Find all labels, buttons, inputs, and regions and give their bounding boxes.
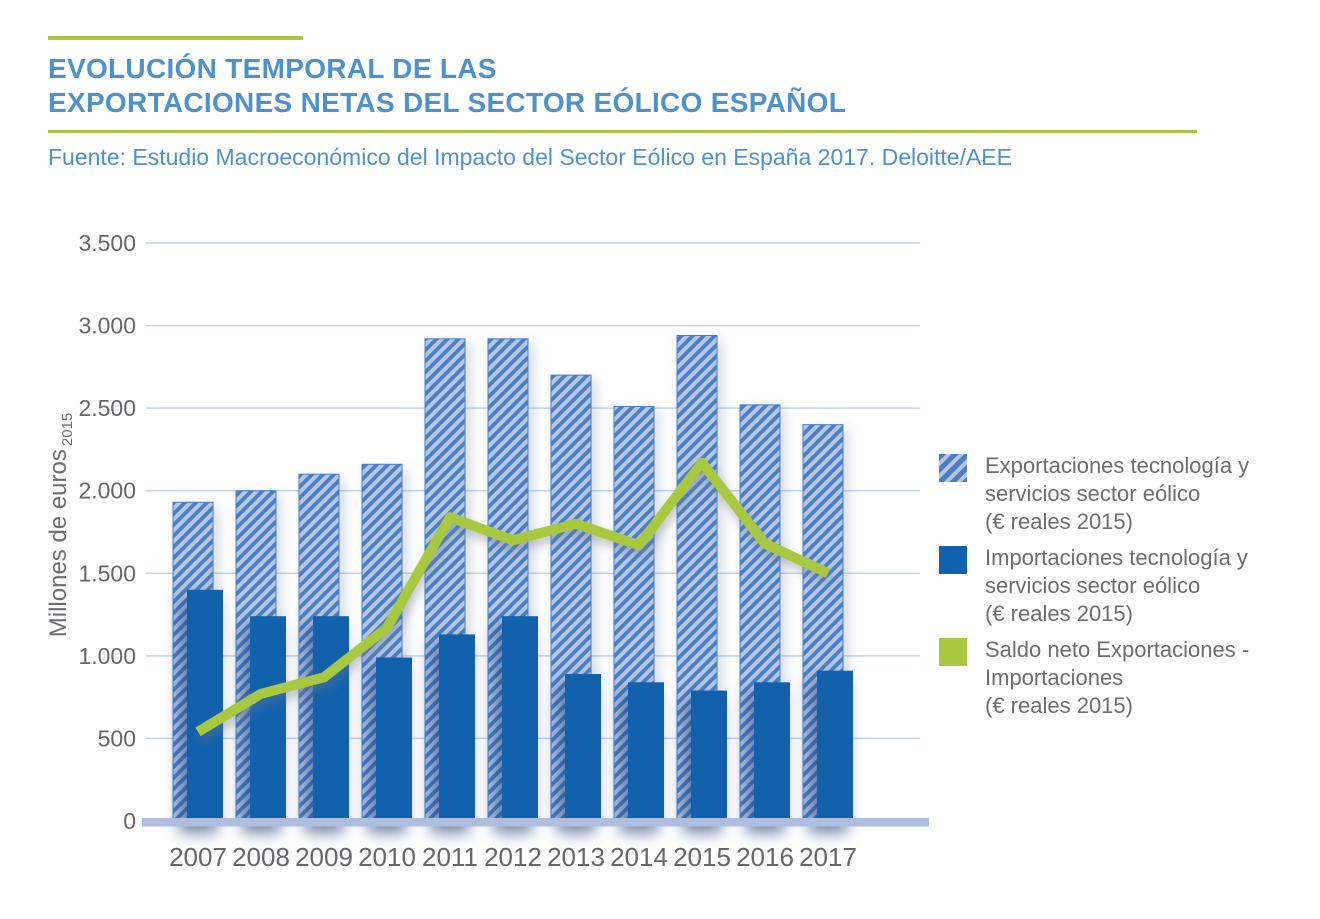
y-axis-title: Millones de euros2015 [45, 413, 76, 637]
legend-line: (€ reales 2015) [985, 693, 1133, 718]
legend-item-exportaciones: Exportaciones tecnología y servicios sec… [939, 452, 1249, 536]
bar-import-2011 [439, 634, 475, 824]
legend-item-label: Saldo neto Exportaciones - Importaciones… [985, 636, 1249, 720]
legend-line: Importaciones tecnología y [985, 545, 1248, 570]
x-tick-label: 2007 [169, 842, 227, 872]
legend-line: servicios sector eólico [985, 481, 1201, 506]
legend-item-label: Importaciones tecnología y servicios sec… [985, 544, 1248, 628]
legend-line: (€ reales 2015) [985, 509, 1133, 534]
bar-import-2013 [565, 674, 601, 824]
x-tick-label: 2008 [232, 842, 290, 872]
title-line-2: EXPORTACIONES NETAS DEL SECTOR EÓLICO ES… [48, 87, 847, 118]
x-tick-label: 2011 [422, 842, 478, 872]
saldo-polyline [195, 457, 831, 737]
x-tick-label: 2010 [358, 842, 416, 872]
export-hatched-swatch-icon [939, 454, 967, 482]
saldo-line [195, 457, 831, 737]
legend-line: Saldo neto Exportaciones - [985, 637, 1250, 662]
y-tick-label: 2.500 [78, 395, 136, 421]
import-bars [187, 589, 853, 824]
x-tick-label: 2016 [736, 842, 794, 872]
bar-import-2009 [313, 616, 349, 824]
accent-rule-top [48, 36, 303, 40]
legend-item-label: Exportaciones tecnología y servicios sec… [985, 452, 1249, 536]
source-note: Fuente: Estudio Macroeconómico del Impac… [48, 144, 1012, 170]
x-tick-label: 2014 [610, 842, 668, 872]
y-tick-label: 1.500 [78, 560, 136, 586]
accent-rule-bottom [48, 130, 1197, 133]
legend-line: Exportaciones tecnología y [985, 453, 1250, 478]
title-line-1: EVOLUCIÓN TEMPORAL DE LAS [48, 53, 497, 84]
y-tick-label: 500 [98, 725, 136, 751]
y-tick-label: 3.000 [78, 313, 136, 339]
x-axis-baseline [142, 818, 929, 827]
x-tick-label: 2013 [547, 842, 605, 872]
x-tick-label: 2017 [799, 842, 857, 872]
y-tick-label: 2.000 [78, 478, 136, 504]
bar-import-2014 [628, 682, 664, 824]
legend: Exportaciones tecnología y servicios sec… [939, 452, 1249, 728]
legend-item-saldo: Saldo neto Exportaciones - Importaciones… [939, 636, 1249, 720]
bar-import-2012 [502, 616, 538, 824]
page-title: EVOLUCIÓN TEMPORAL DE LAS EXPORTACIONES … [48, 52, 846, 120]
bar-import-2010 [376, 657, 412, 824]
x-tick-label: 2009 [295, 842, 353, 872]
import-solid-swatch-icon [939, 546, 967, 574]
bar-import-2016 [754, 682, 790, 824]
y-tick-label: 1.000 [78, 643, 136, 669]
legend-line: (€ reales 2015) [985, 601, 1133, 626]
x-tick-label: 2015 [673, 842, 731, 872]
bar-import-2007 [187, 589, 223, 824]
saldo-green-swatch-icon [939, 638, 967, 666]
bar-import-2017 [817, 670, 853, 824]
x-axis-labels: 2007 2008 2009 2010 2011 2012 2013 2014 2015 2016… [169, 842, 857, 872]
y-tick-label: 0 [123, 808, 136, 834]
bar-import-2008 [250, 616, 286, 824]
bar-import-2015 [691, 690, 727, 824]
legend-item-importaciones: Importaciones tecnología y servicios sec… [939, 544, 1249, 628]
legend-line: servicios sector eólico [985, 573, 1201, 598]
y-axis-labels: 0 500 1.000 1.500 2.000 2.500 3.000 3.500 [78, 230, 136, 834]
x-tick-label: 2012 [484, 842, 542, 872]
y-tick-label: 3.500 [78, 230, 136, 256]
legend-line: Importaciones [985, 665, 1124, 690]
